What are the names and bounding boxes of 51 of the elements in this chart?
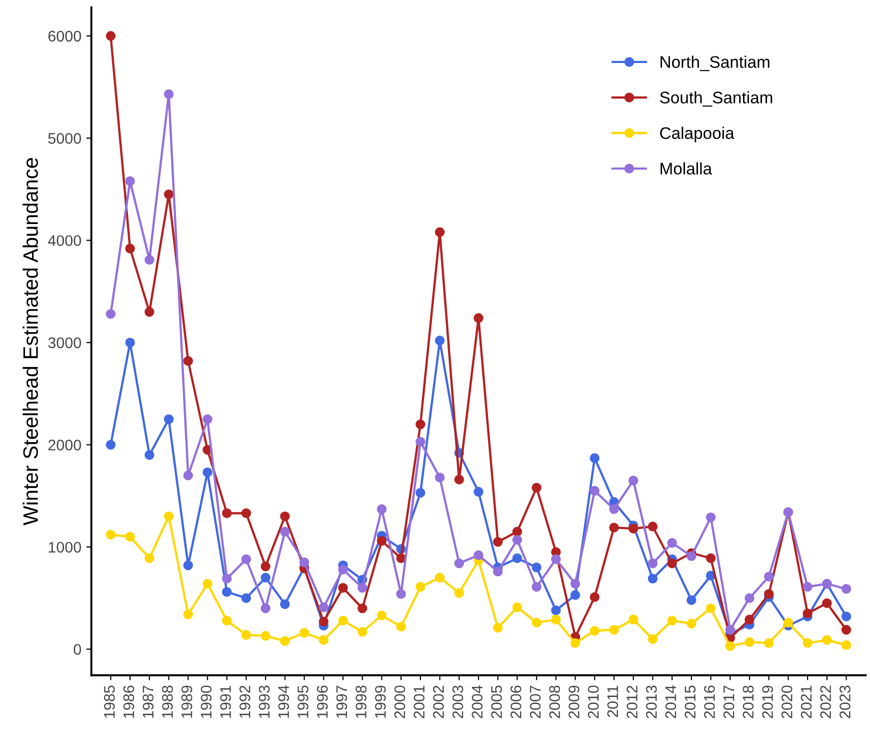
x-tick-label: 2013	[646, 686, 657, 718]
x-tick-label: 2002	[433, 686, 444, 718]
x-tick-label: 2009	[568, 686, 580, 718]
y-tick-label: 0	[74, 644, 82, 655]
y-tick-label: 3000	[48, 337, 82, 348]
x-tick-label: 2008	[549, 686, 560, 718]
x-tick-label: 1985	[104, 686, 115, 718]
x-tick-label: 2000	[394, 686, 406, 718]
legend-label: Calapooia	[660, 126, 734, 142]
x-tick-label: 1987	[142, 686, 154, 718]
x-tick-label: 2003	[452, 686, 464, 718]
x-tick-label: 2016	[704, 686, 715, 718]
x-tick-label: 1998	[356, 686, 366, 718]
legend-label: South_Santiam	[660, 91, 772, 107]
x-tick-label: 1993	[258, 686, 270, 718]
y-axis-title: Winter Steelhead Estimated Abundance	[22, 158, 38, 526]
x-tick-label: 2004	[472, 685, 483, 718]
x-tick-label: 1997	[336, 686, 348, 718]
legend-label: North_Santiam	[660, 56, 770, 72]
x-tick-label: 2022	[820, 686, 832, 718]
y-tick-label: 2000	[48, 440, 82, 450]
x-tick-label: 1999	[374, 686, 386, 718]
x-tick-label: 2007	[530, 686, 541, 718]
x-tick-label: 1989	[181, 686, 192, 718]
x-tick-label: 2010	[588, 686, 599, 718]
y-tick-label: 1000	[48, 542, 82, 553]
x-tick-label: 2005	[491, 686, 502, 718]
x-tick-label: 2017	[723, 686, 734, 718]
x-tick-label: 2001	[414, 686, 425, 718]
y-tick-label: 4000	[48, 235, 82, 246]
x-tick-label: 2006	[510, 686, 522, 718]
legend-label: Molalla	[660, 162, 712, 175]
x-tick-label: 2019	[762, 686, 773, 718]
x-tick-label: 1994	[278, 685, 290, 718]
x-tick-label: 1990	[200, 686, 212, 718]
x-tick-label: 2018	[742, 686, 754, 718]
x-tick-label: 1996	[316, 686, 328, 718]
x-tick-label: 2012	[626, 686, 638, 718]
x-tick-label: 2015	[684, 686, 696, 718]
x-tick-label: 1995	[298, 686, 308, 718]
x-tick-label: 2011	[607, 686, 618, 718]
x-tick-label: 2020	[782, 686, 792, 718]
x-tick-label: 2014	[665, 685, 676, 718]
x-tick-label: 1991	[220, 686, 231, 718]
x-tick-label: 1992	[239, 686, 250, 718]
x-tick-label: 2021	[800, 686, 812, 718]
x-tick-label: 1988	[162, 686, 173, 718]
y-tick-label: 5000	[48, 133, 82, 144]
x-tick-label: 1986	[123, 686, 134, 718]
x-tick-label: 2023	[840, 686, 850, 718]
y-tick-label: 6000	[48, 30, 82, 42]
